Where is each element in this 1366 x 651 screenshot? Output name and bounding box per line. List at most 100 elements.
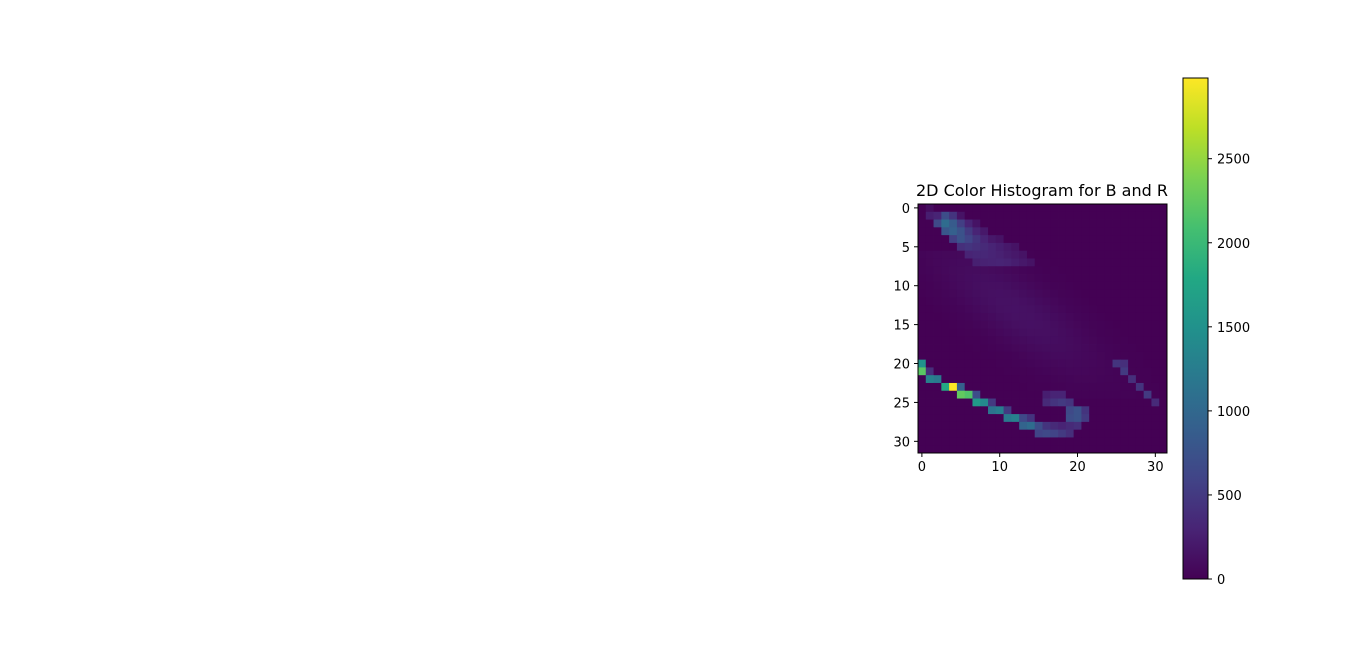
heatmap-cell [1143, 250, 1152, 259]
heatmap-cell [1128, 204, 1137, 213]
heatmap-cell [949, 445, 958, 454]
heatmap-cell [1143, 359, 1152, 368]
heatmap-cell [1143, 305, 1152, 314]
heatmap-cell [933, 297, 942, 306]
heatmap-cell [1104, 250, 1113, 259]
heatmap-cell [1042, 359, 1051, 368]
heatmap-cell [1089, 390, 1098, 399]
heatmap-cell [1026, 258, 1036, 267]
heatmap-cell [1034, 437, 1043, 446]
heatmap-cell [1089, 289, 1098, 298]
heatmap-cell [925, 281, 934, 290]
heatmap-cell [918, 351, 927, 361]
heatmap-cell [933, 305, 942, 314]
heatmap-cell [1011, 351, 1020, 361]
heatmap-cell [1159, 367, 1168, 376]
heatmap-cell [995, 297, 1004, 306]
heatmap-cell [1120, 289, 1129, 298]
heatmap-cell [1089, 219, 1098, 228]
heatmap-cell [1143, 297, 1152, 306]
heatmap-cell [925, 227, 934, 236]
heatmap-cell [1073, 367, 1082, 376]
heatmap-cell [972, 367, 981, 376]
heatmap-cell [1120, 406, 1129, 415]
heatmap-cell [1026, 227, 1036, 236]
heatmap-cell [1135, 437, 1145, 446]
heatmap-cell [972, 421, 981, 431]
heatmap-cell [988, 312, 997, 322]
heatmap-cell [949, 344, 958, 353]
heatmap-cell [988, 211, 997, 220]
heatmap-cell [995, 289, 1004, 298]
heatmap-cell [1019, 414, 1028, 423]
heatmap-cell [980, 250, 989, 259]
heatmap-cell [980, 312, 989, 322]
heatmap-cell [1034, 227, 1043, 236]
heatmap-cell [1073, 398, 1082, 407]
heatmap-cell [1120, 258, 1129, 267]
heatmap-cell [1058, 289, 1067, 298]
heatmap-cell [1159, 250, 1168, 259]
heatmap-cell [1003, 398, 1012, 407]
heatmap-cell [980, 219, 989, 228]
heatmap-cell [1050, 281, 1059, 290]
y-tick-label: 15 [893, 319, 910, 334]
heatmap-cell [972, 235, 981, 244]
heatmap-cell [918, 235, 927, 244]
colorbar-tick-label: 1000 [1217, 405, 1250, 420]
heatmap-cell [941, 445, 950, 454]
heatmap-cell [1042, 235, 1051, 244]
heatmap-cell [964, 351, 973, 361]
heatmap-cell [1143, 266, 1152, 275]
heatmap-cell [988, 204, 997, 213]
heatmap-cell [1151, 258, 1160, 267]
heatmap-cell [1058, 274, 1067, 283]
heatmap-cell [964, 242, 973, 252]
heatmap-cell [1128, 320, 1137, 329]
heatmap-cell [995, 390, 1004, 399]
heatmap-cell [1042, 445, 1051, 454]
heatmap-cell [1104, 289, 1113, 298]
heatmap-cell [1034, 250, 1043, 259]
heatmap-cell [1003, 367, 1012, 376]
heatmap-cell [972, 242, 981, 252]
heatmap-cell [1026, 367, 1036, 376]
heatmap-cell [1096, 414, 1106, 423]
heatmap-cell [1135, 421, 1145, 431]
heatmap-cell [1112, 250, 1121, 259]
heatmap-cell [1011, 437, 1020, 446]
heatmap-cell [1135, 266, 1145, 275]
heatmap-cell [980, 390, 989, 399]
heatmap-cell [941, 429, 950, 438]
heatmap-cell [972, 382, 981, 392]
heatmap-cell [1104, 398, 1113, 407]
heatmap-cell [918, 297, 927, 306]
heatmap-cell [1151, 289, 1160, 298]
heatmap-cell [1065, 398, 1075, 407]
heatmap-cell [941, 274, 950, 283]
heatmap-cell [956, 289, 966, 298]
heatmap-cell [1104, 211, 1113, 220]
colorbar-tick-label: 0 [1217, 573, 1225, 588]
x-axis: 0 10 20 30 [918, 453, 1164, 475]
heatmap-cell [995, 211, 1004, 220]
heatmap-cell [1159, 266, 1168, 275]
heatmap-cell [925, 305, 934, 314]
heatmap-cell [1011, 204, 1020, 213]
heatmap-cell [1003, 414, 1012, 423]
heatmap-cell [918, 429, 927, 438]
heatmap-cell [1011, 242, 1020, 252]
heatmap-cell [964, 336, 973, 345]
heatmap-cell [980, 351, 989, 361]
heatmap-cell [956, 320, 966, 329]
heatmap-cell [1073, 344, 1082, 353]
heatmap-cell [1003, 281, 1012, 290]
heatmap-cell [1104, 336, 1113, 345]
heatmap-cell [1034, 258, 1043, 267]
heatmap-cell [1096, 266, 1106, 275]
heatmap-cell [1019, 406, 1028, 415]
heatmap-cell [1151, 204, 1160, 213]
heatmap-cell [1050, 297, 1059, 306]
heatmap-cell [1104, 421, 1113, 431]
heatmap-cell [1135, 289, 1145, 298]
